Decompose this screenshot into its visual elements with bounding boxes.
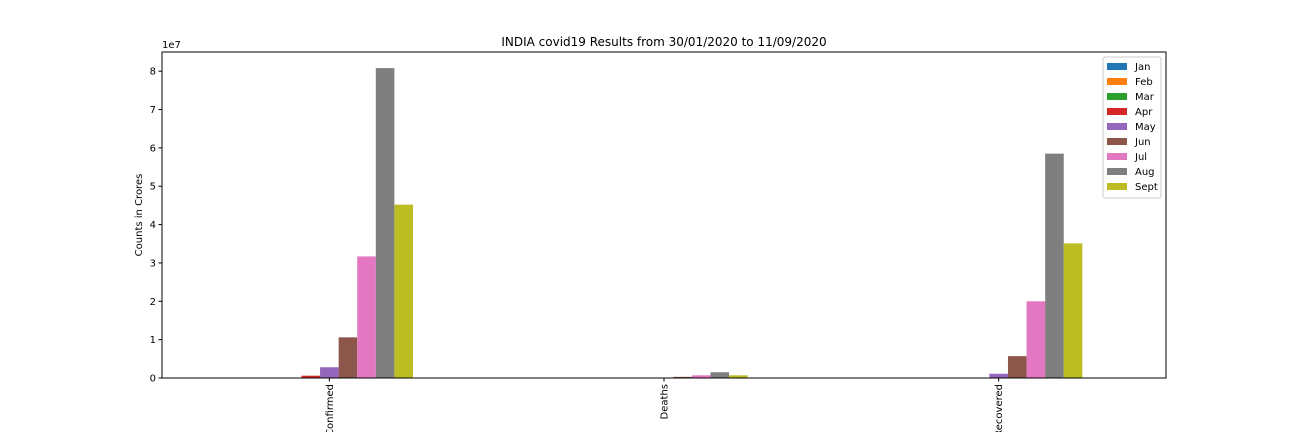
x-tick-label: Deaths: [660, 384, 671, 419]
legend-label-may: May: [1135, 122, 1156, 133]
legend-label-jul: Jul: [1134, 152, 1147, 163]
plot-frame: [161, 51, 1167, 379]
legend-swatch-jun: [1107, 138, 1127, 145]
y-axis-label: Counts in Crores: [134, 174, 145, 257]
y-tick-label: 6: [150, 143, 156, 154]
bar-aug-recovered: [1045, 153, 1064, 378]
y-tick-label: 2: [150, 297, 156, 308]
chart-title: INDIA covid19 Results from 30/01/2020 to…: [501, 35, 826, 49]
bar-jun-deaths: [673, 376, 692, 378]
legend-swatch-apr: [1107, 108, 1127, 115]
legend-label-apr: Apr: [1135, 107, 1153, 118]
bar-sept-deaths: [729, 375, 748, 378]
legend-label-aug: Aug: [1135, 167, 1155, 178]
y-tick-label: 8: [150, 67, 156, 78]
bar-may-confirmed: [320, 367, 339, 378]
x-tick-label: Recovered: [994, 384, 1005, 432]
bar-jun-recovered: [1007, 356, 1027, 378]
y-tick-label: 0: [150, 374, 156, 385]
legend-box: [1102, 56, 1162, 199]
legend-swatch-may: [1107, 123, 1127, 130]
bar-may-recovered: [989, 373, 1008, 378]
legend-swatch-jul: [1107, 153, 1127, 160]
bar-aug-confirmed: [375, 68, 395, 379]
legend-label-jun: Jun: [1134, 137, 1151, 148]
legend-swatch-sept: [1107, 183, 1127, 190]
y-tick-label: 1: [150, 335, 156, 346]
y-axis: 0 1 2 3 4 5 6 7 8: [150, 67, 162, 385]
legend-swatch-mar: [1107, 93, 1127, 100]
y-tick-label: 3: [150, 258, 156, 269]
legend-label-mar: Mar: [1135, 92, 1155, 103]
legend-swatch-aug: [1107, 168, 1127, 175]
bar-jun-confirmed: [338, 337, 358, 378]
bar-sept-recovered: [1063, 243, 1083, 378]
bar-jul-deaths: [691, 375, 711, 378]
bar-aug-deaths: [710, 372, 730, 378]
x-axis: Confirmed Deaths Recovered: [325, 378, 1005, 432]
y-tick-label: 4: [150, 220, 156, 231]
y-tick-label: 7: [150, 105, 156, 116]
legend-swatch-feb: [1107, 78, 1127, 85]
bar-apr-confirmed: [301, 375, 321, 378]
legend-swatch-jan: [1107, 63, 1127, 70]
bar-jul-confirmed: [357, 256, 376, 378]
y-tick-label: 5: [150, 182, 156, 193]
bars-group: [282, 68, 1083, 379]
y-offset-text: 1e7: [162, 40, 181, 51]
legend-label-jan: Jan: [1134, 62, 1150, 73]
bar-jul-recovered: [1026, 301, 1046, 378]
legend-label-feb: Feb: [1135, 77, 1153, 88]
legend: Jan Feb Mar Apr May Jun Jul Aug Sept: [1102, 56, 1162, 199]
bar-sept-confirmed: [394, 204, 413, 378]
x-tick-label: Confirmed: [325, 384, 336, 432]
legend-label-sept: Sept: [1135, 182, 1158, 193]
